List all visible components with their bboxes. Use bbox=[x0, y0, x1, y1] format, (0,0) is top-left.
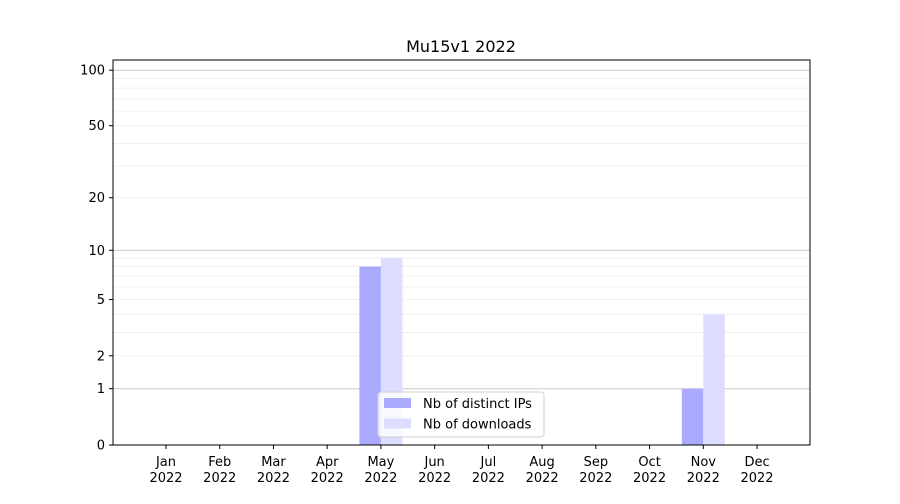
x-tick-label: Feb bbox=[208, 455, 231, 470]
x-tick-label: 2022 bbox=[526, 471, 559, 486]
legend-label: Nb of distinct IPs bbox=[423, 397, 532, 412]
y-tick-label: 0 bbox=[97, 439, 105, 454]
x-tick-label: 2022 bbox=[740, 471, 773, 486]
x-tick-label: 2022 bbox=[149, 471, 182, 486]
legend: Nb of distinct IPs Nb of downloads bbox=[377, 391, 545, 438]
bar-nb-of-distinct-ips bbox=[681, 388, 704, 445]
x-tick-label: Jul bbox=[480, 455, 497, 470]
y-tick-label: 5 bbox=[97, 293, 105, 308]
y-tick-label: 20 bbox=[88, 191, 105, 206]
x-tick-label: Dec bbox=[744, 455, 769, 470]
x-tick-label: Jan bbox=[155, 455, 176, 470]
x-tick-label: Sep bbox=[584, 455, 609, 470]
x-tick-label: Aug bbox=[529, 455, 554, 470]
grid bbox=[113, 69, 810, 390]
y-axis: 0 1 2 5 10 20 50 100 bbox=[80, 64, 113, 454]
x-tick-label: May bbox=[367, 455, 394, 470]
y-tick-label: 1 bbox=[97, 382, 105, 397]
x-tick-label: 2022 bbox=[257, 471, 290, 486]
x-axis: Jan2022Feb2022Mar2022Apr2022May2022Jun20… bbox=[149, 445, 774, 486]
y-tick-label: 100 bbox=[80, 64, 105, 79]
x-tick-label: Mar bbox=[261, 455, 286, 470]
chart-title: Mu15v1 2022 bbox=[406, 37, 516, 56]
bar-nb-of-downloads bbox=[703, 314, 725, 445]
y-tick-label: 50 bbox=[88, 119, 105, 134]
x-tick-label: Nov bbox=[691, 455, 717, 470]
bar-nb-of-distinct-ips bbox=[359, 266, 381, 445]
x-tick-label: 2022 bbox=[311, 471, 344, 486]
x-tick-label: Apr bbox=[316, 455, 339, 470]
x-tick-label: 2022 bbox=[472, 471, 505, 486]
y-tick-label: 2 bbox=[97, 349, 105, 364]
legend-label: Nb of downloads bbox=[423, 418, 532, 433]
x-tick-label: Jun bbox=[423, 455, 444, 470]
legend-swatch bbox=[384, 418, 411, 429]
x-tick-label: Oct bbox=[638, 455, 660, 470]
x-tick-label: 2022 bbox=[579, 471, 612, 486]
axes-frame bbox=[112, 59, 811, 446]
legend-swatch bbox=[384, 398, 411, 408]
y-tick-label: 10 bbox=[88, 244, 105, 259]
legend-box bbox=[377, 391, 545, 438]
x-tick-label: 2022 bbox=[687, 471, 720, 486]
x-tick-label: 2022 bbox=[633, 471, 666, 486]
x-tick-label: 2022 bbox=[203, 471, 236, 486]
x-tick-label: 2022 bbox=[364, 471, 397, 486]
x-tick-label: 2022 bbox=[418, 471, 451, 486]
